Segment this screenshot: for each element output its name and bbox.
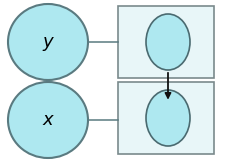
Bar xyxy=(117,82,213,154)
Ellipse shape xyxy=(8,82,88,158)
Text: x: x xyxy=(43,111,53,129)
Ellipse shape xyxy=(145,14,189,70)
Bar xyxy=(117,6,213,78)
Ellipse shape xyxy=(8,4,88,80)
Ellipse shape xyxy=(145,90,189,146)
Text: y: y xyxy=(43,33,53,51)
